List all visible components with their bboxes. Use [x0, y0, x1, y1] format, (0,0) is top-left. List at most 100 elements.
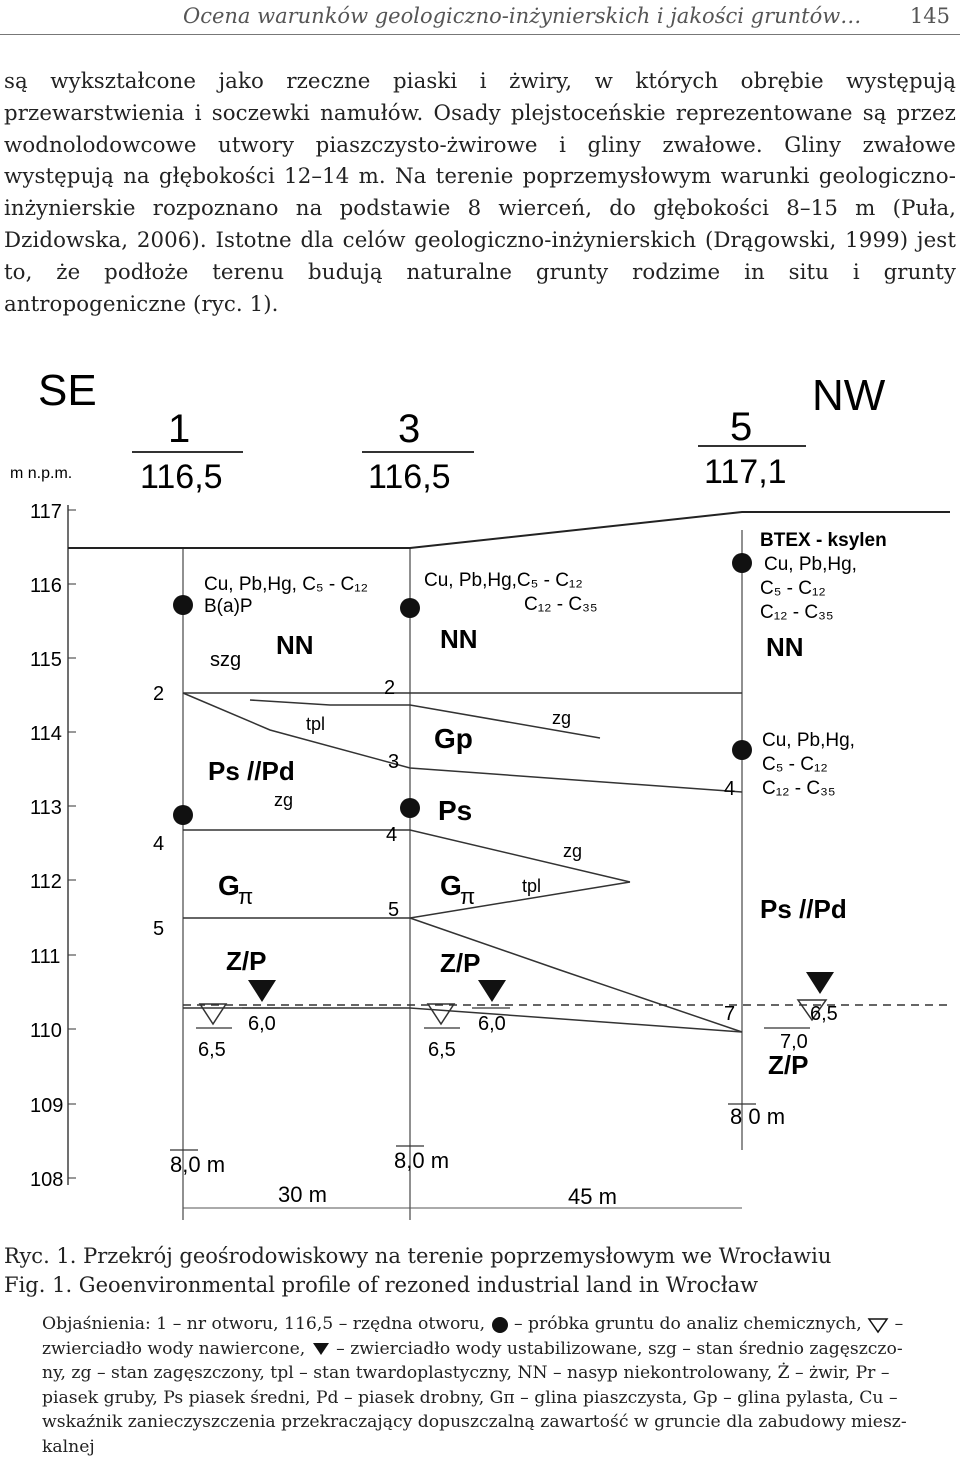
label-zg-3: zg	[563, 841, 582, 861]
elev-tick-108: 108	[30, 1169, 63, 1191]
sample-dot-bh3-mid	[400, 798, 420, 818]
elev-tick-116: 116	[30, 575, 62, 597]
water-stabilized-icon	[478, 980, 506, 1002]
water-bh1: 6,5 6,0	[196, 980, 280, 1061]
ground-surface	[68, 511, 950, 549]
bh1-wl-drilled: 6,5	[198, 1039, 226, 1061]
elev-tick-115: 115	[30, 649, 62, 671]
profile-svg: SE NW m n.p.m. 117 116 115 114 113 112 1…	[10, 366, 950, 1220]
bh3-depth-5: 5	[388, 899, 399, 921]
page-number: 145	[909, 4, 950, 28]
label-zp-3: Z/P	[440, 948, 480, 978]
sample-dot-bh1-top	[173, 595, 193, 615]
label-nn-3: NN	[440, 624, 478, 654]
boundary-gpi-top	[183, 829, 631, 883]
elev-tick-114: 114	[30, 723, 62, 745]
bh5-lower-samples: Cu, Pb,Hg,	[762, 730, 855, 751]
water-drilled-icon	[796, 999, 828, 1022]
legend-text-2b: – zwierciadło wody ustabilizowane, szg –…	[336, 1338, 903, 1359]
water-stabilized-icon	[248, 980, 276, 1002]
caption-english: Fig. 1. Geoenvironmental profile of rezo…	[4, 1273, 759, 1297]
figure-profile: SE NW m n.p.m. 117 116 115 114 113 112 1…	[0, 360, 960, 1240]
bh1-depth-4: 4	[153, 833, 164, 855]
label-zg-2: zg	[274, 790, 293, 810]
sample-dot-icon	[491, 1316, 508, 1333]
bh1-samples: Cu, Pb,Hg, C₅ - C₁₂	[204, 574, 368, 595]
legend-line-2: zwierciadło wody nawiercone, – zwierciad…	[42, 1337, 956, 1362]
water-drilled-icon	[426, 1003, 456, 1026]
borehole-5-id: 5	[730, 405, 752, 449]
bh5-lower-samples-3: C₁₂ - C₃₅	[762, 778, 836, 799]
borehole-5-elev: 117,1	[704, 453, 787, 491]
borehole-5-header: 5 117,1	[698, 405, 806, 491]
borehole-1-id: 1	[168, 407, 190, 451]
bh5-samples-3: C₁₂ - C₃₅	[760, 602, 834, 623]
label-zg-1: zg	[552, 708, 571, 728]
label-pi-1: π	[238, 884, 253, 909]
borehole-1-elev: 116,5	[140, 458, 223, 496]
legend-line-1: Objaśnienia: 1 – nr otworu, 116,5 – rzęd…	[42, 1312, 956, 1337]
label-zp-5: Z/P	[768, 1050, 808, 1080]
label-gp: Gp	[434, 723, 473, 754]
water-drilled-icon	[867, 1317, 889, 1333]
label-nn-1: NN	[276, 630, 314, 660]
elev-tick-111: 111	[30, 946, 60, 968]
label-pspd-5: Ps //Pd	[760, 894, 847, 924]
bh5-depth-4: 4	[724, 778, 735, 800]
elev-ticks: 117 116 115 114 113 112 111 110 109 108	[30, 501, 76, 1191]
bh5-wl-drilled: 7,0	[780, 1031, 808, 1053]
label-gpi-1: G	[218, 870, 240, 901]
bh3-samples-2: C₁₂ - C₃₅	[524, 594, 598, 615]
label-nn-5: NN	[766, 632, 804, 662]
legend-line-3: ny, zg – stan zagęszczony, tpl – stan tw…	[42, 1363, 890, 1384]
legend-line-5: wskaźnik zanieczyszczenia przekraczający…	[42, 1412, 907, 1433]
bh3-samples: Cu, Pb,Hg,C₅ - C₁₂	[424, 570, 583, 591]
bh3-wl-drilled: 6,5	[428, 1039, 456, 1061]
dir-se: SE	[38, 366, 97, 415]
bh5-wl-stab: 6,5	[810, 1003, 838, 1025]
label-pi-3: π	[460, 884, 475, 909]
label-zp-1: Z/P	[226, 946, 266, 976]
legend-line-6: kalnej	[42, 1436, 95, 1457]
label-ps: Ps	[438, 795, 472, 826]
elev-tick-109: 109	[30, 1095, 63, 1117]
water-bh5: 6,5 7,0	[764, 972, 838, 1053]
sample-dot-bh3-top	[400, 598, 420, 618]
legend-text-1b: – próbka gruntu do analiz chemicznych,	[513, 1314, 862, 1334]
boundary-gp-lens	[249, 699, 601, 739]
elev-tick-110: 110	[30, 1020, 62, 1042]
bh1-depth-total: 8,0 m	[170, 1152, 225, 1177]
bh3-wl-stab: 6,0	[478, 1013, 506, 1035]
label-gpi-3: G	[440, 870, 462, 901]
bh5-depth-total: 8 0 m	[730, 1104, 785, 1129]
elev-unit: m n.p.m.	[10, 465, 72, 482]
bh5-lower-samples-2: C₅ - C₁₂	[762, 754, 828, 775]
elev-tick-113: 113	[30, 797, 62, 819]
borehole-1-header: 1 116,5	[132, 407, 243, 496]
bh3-depth-2: 2	[384, 677, 395, 699]
borehole-3-elev: 116,5	[368, 458, 451, 496]
legend-line-4: piasek gruby, Ps piasek średni, Pd – pia…	[42, 1387, 898, 1408]
water-stabilized-icon	[806, 972, 834, 994]
legend-text-2a: zwierciadło wody nawiercone,	[42, 1338, 306, 1359]
bh5-btex: BTEX - ksylen	[760, 530, 887, 551]
label-pspd-1: Ps //Pd	[208, 756, 295, 786]
bh3-depth-4: 4	[386, 824, 397, 846]
bh1-samples-2: B(a)P	[204, 596, 253, 617]
body-paragraph: są wykształcone jako rzeczne piaski i żw…	[4, 69, 956, 317]
bh1-depth-2: 2	[153, 683, 164, 705]
label-tpl-1: tpl	[306, 714, 325, 734]
running-title: Ocena warunków geologiczno-inżynierskich…	[183, 4, 862, 28]
sample-dot-bh1-mid	[173, 805, 193, 825]
distance-1: 30 m	[278, 1182, 327, 1207]
water-bh3: 6,5 6,0	[424, 980, 510, 1061]
elev-tick-117: 117	[30, 501, 62, 523]
running-header: Ocena warunków geologiczno-inżynierskich…	[0, 0, 960, 40]
water-drilled-icon	[198, 1003, 228, 1026]
sample-dot-bh5-mid	[732, 740, 752, 760]
header-rule	[0, 34, 960, 35]
legend-text-1a: Objaśnienia: 1 – nr otworu, 116,5 – rzęd…	[42, 1314, 486, 1334]
bh3-depth-3: 3	[388, 751, 399, 773]
sample-dot-bh5-top	[732, 553, 752, 573]
boundary-gp-top	[182, 692, 743, 793]
